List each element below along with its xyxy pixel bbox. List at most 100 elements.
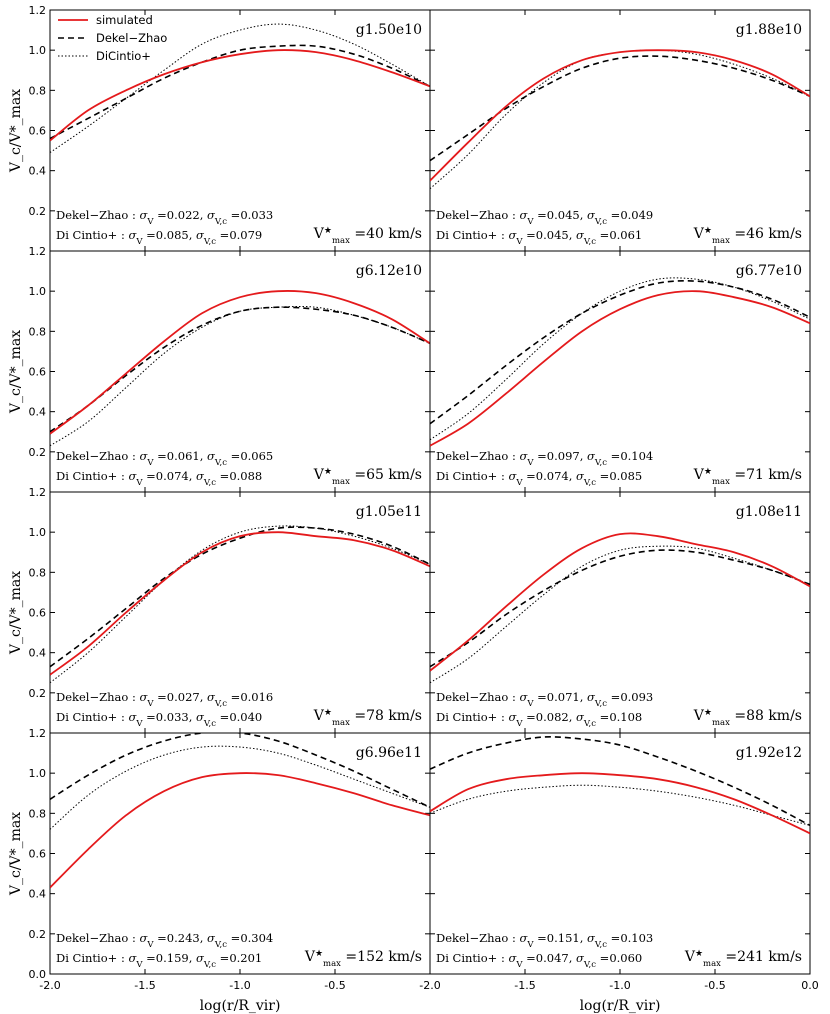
series-line-dicintio-g1.50e10 — [50, 23, 430, 154]
x-tick-label: -1.0 — [229, 979, 250, 992]
y-tick-label: 0.8 — [29, 84, 47, 97]
y-tick-label: 0.2 — [29, 687, 47, 700]
x-tick-label: -1.5 — [134, 979, 155, 992]
y-tick-label: 0.4 — [29, 888, 47, 901]
y-tick-label: 0.2 — [29, 205, 47, 218]
stats-dicintio: Di Cintio+ : σV =0.045, σV,c =0.061 — [436, 228, 642, 247]
series-line-dicintio-g6.12e10 — [50, 305, 430, 447]
x-tick-label: -2.0 — [39, 979, 60, 992]
vmax-label: V★max =88 km/s — [693, 708, 802, 728]
stats-dicintio: Di Cintio+ : σV =0.074, σV,c =0.085 — [436, 469, 642, 488]
series-line-simulated-g1.92e12 — [430, 772, 810, 835]
x-tick-label: -1.0 — [609, 979, 630, 992]
y-tick-label: 0.4 — [29, 406, 47, 419]
series-line-dicintio-g1.88e10 — [430, 49, 810, 190]
series-line-dekelzhao-g1.50e10 — [50, 44, 430, 140]
galaxy-label: g1.88e10 — [736, 22, 802, 38]
y-tick-label: 1.2 — [29, 727, 47, 740]
series-line-dicintio-g1.92e12 — [430, 784, 810, 826]
series-line-simulated-g1.88e10 — [430, 49, 810, 182]
x-tick-label: -0.5 — [324, 979, 345, 992]
y-tick-label: 0.6 — [29, 607, 47, 620]
galaxy-label: g1.92e12 — [736, 745, 802, 761]
series-line-simulated-g6.12e10 — [50, 290, 430, 435]
y-tick-label: 1.0 — [29, 526, 47, 539]
y-tick-label: 1.0 — [29, 767, 47, 780]
galaxy-label: g6.12e10 — [356, 263, 422, 279]
y-tick-label: 0.4 — [29, 165, 47, 178]
y-tick-label: 1.2 — [29, 4, 47, 17]
stats-dicintio: Di Cintio+ : σV =0.082, σV,c =0.108 — [436, 710, 642, 729]
galaxy-label: g1.08e11 — [736, 504, 802, 520]
y-tick-label: 1.0 — [29, 285, 47, 298]
series-line-simulated-g1.05e11 — [50, 531, 430, 676]
series-line-dekelzhao-g1.08e11 — [430, 549, 810, 668]
x-tick-label: 0.0 — [801, 979, 819, 992]
x-tick-label: -1.5 — [514, 979, 535, 992]
series-line-simulated-g1.08e11 — [430, 532, 810, 672]
series-line-dicintio-g6.96e11 — [50, 745, 430, 830]
vmax-label: V★max =71 km/s — [693, 467, 802, 487]
y-tick-label: 1.0 — [29, 44, 47, 57]
stats-dekel-zhao: Dekel−Zhao : σV =0.027, σV,c =0.016 — [56, 690, 273, 709]
stats-dicintio: Di Cintio+ : σV =0.085, σV,c =0.079 — [56, 228, 262, 247]
vmax-label: V★max =241 km/s — [684, 949, 802, 969]
y-tick-label: 0.2 — [29, 446, 47, 459]
stats-dekel-zhao: Dekel−Zhao : σV =0.243, σV,c =0.304 — [56, 931, 273, 950]
series-line-simulated-g6.77e10 — [430, 290, 810, 447]
stats-dekel-zhao: Dekel−Zhao : σV =0.071, σV,c =0.093 — [436, 690, 653, 709]
stats-dicintio: Di Cintio+ : σV =0.047, σV,c =0.060 — [436, 951, 642, 970]
y-tick-label: 0.6 — [29, 125, 47, 138]
galaxy-label: g6.96e11 — [356, 745, 422, 761]
x-tick-label: -2.0 — [419, 979, 440, 992]
y-axis-title: V_c/V*_max — [8, 812, 24, 896]
legend-label: Dekel−Zhao — [96, 31, 167, 45]
series-line-dicintio-g1.08e11 — [430, 545, 810, 684]
stats-dicintio: Di Cintio+ : σV =0.159, σV,c =0.201 — [56, 951, 262, 970]
x-axis-title: log(r/R_vir) — [200, 998, 281, 1014]
y-tick-label: 0.6 — [29, 848, 47, 861]
vmax-label: V★max =40 km/s — [313, 226, 422, 246]
galaxy-label: g6.77e10 — [736, 263, 802, 279]
vmax-label: V★max =152 km/s — [304, 949, 422, 969]
vmax-label: V★max =78 km/s — [313, 708, 422, 728]
series-line-simulated-g1.50e10 — [50, 49, 430, 142]
y-tick-label: 0.8 — [29, 566, 47, 579]
series-line-dekelzhao-g6.77e10 — [430, 280, 810, 425]
x-tick-label: -0.5 — [704, 979, 725, 992]
stats-dicintio: Di Cintio+ : σV =0.033, σV,c =0.040 — [56, 710, 262, 729]
series-line-dekelzhao-g6.12e10 — [50, 306, 430, 433]
y-tick-label: 0.2 — [29, 928, 47, 941]
series-line-simulated-g6.96e11 — [50, 772, 430, 889]
y-tick-label: 1.2 — [29, 245, 47, 258]
stats-dekel-zhao: Dekel−Zhao : σV =0.022, σV,c =0.033 — [56, 208, 273, 227]
x-axis-title: log(r/R_vir) — [580, 998, 661, 1014]
stats-dekel-zhao: Dekel−Zhao : σV =0.151, σV,c =0.103 — [436, 931, 653, 950]
y-tick-label: 0.8 — [29, 807, 47, 820]
legend-label: DiCintio+ — [96, 49, 151, 63]
stats-dekel-zhao: Dekel−Zhao : σV =0.061, σV,c =0.065 — [56, 449, 273, 468]
vmax-label: V★max =46 km/s — [693, 226, 802, 246]
y-axis-title: V_c/V*_max — [8, 330, 24, 414]
series-line-dicintio-g1.05e11 — [50, 525, 430, 684]
series-line-dekelzhao-g1.92e12 — [430, 736, 810, 827]
vmax-label: V★max =65 km/s — [313, 467, 422, 487]
y-axis-title: V_c/V*_max — [8, 89, 24, 173]
galaxy-label: g1.05e11 — [356, 504, 422, 520]
y-tick-label: 1.2 — [29, 486, 47, 499]
stats-dicintio: Di Cintio+ : σV =0.074, σV,c =0.088 — [56, 469, 262, 488]
y-tick-label: 0.8 — [29, 325, 47, 338]
y-tick-label: 0.4 — [29, 647, 47, 660]
series-line-dekelzhao-g1.88e10 — [430, 55, 810, 162]
series-line-dekelzhao-g6.96e11 — [50, 733, 430, 809]
galaxy-label: g1.50e10 — [356, 22, 422, 38]
y-axis-title: V_c/V*_max — [8, 571, 24, 655]
series-line-dekelzhao-g1.05e11 — [50, 526, 430, 668]
y-tick-label: 0.0 — [29, 968, 47, 981]
legend-label: simulated — [96, 13, 153, 27]
y-tick-label: 0.6 — [29, 366, 47, 379]
stats-dekel-zhao: Dekel−Zhao : σV =0.097, σV,c =0.104 — [436, 449, 653, 468]
series-line-dicintio-g6.77e10 — [430, 277, 810, 441]
stats-dekel-zhao: Dekel−Zhao : σV =0.045, σV,c =0.049 — [436, 208, 653, 227]
